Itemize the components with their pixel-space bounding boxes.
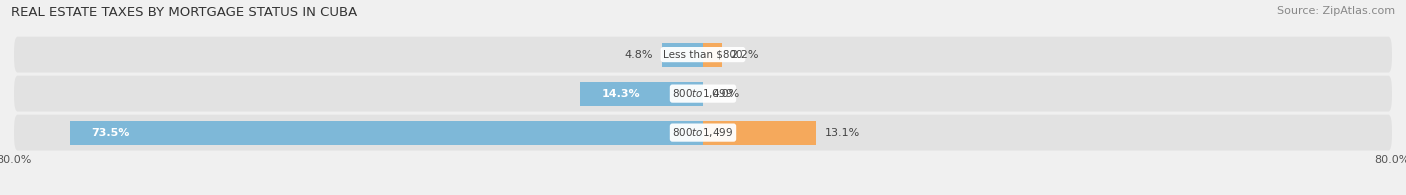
Text: $800 to $1,499: $800 to $1,499 — [672, 126, 734, 139]
FancyBboxPatch shape — [14, 115, 1392, 151]
Text: $800 to $1,499: $800 to $1,499 — [672, 87, 734, 100]
Text: 4.8%: 4.8% — [624, 50, 652, 60]
Text: 73.5%: 73.5% — [91, 128, 129, 138]
Bar — [703, 121, 815, 145]
Text: 0.0%: 0.0% — [711, 89, 740, 99]
Text: 14.3%: 14.3% — [602, 89, 640, 99]
Bar — [579, 82, 703, 106]
Text: 2.2%: 2.2% — [731, 50, 759, 60]
Bar — [703, 43, 721, 67]
Text: 13.1%: 13.1% — [824, 128, 859, 138]
Text: Less than $800: Less than $800 — [664, 50, 742, 60]
Bar — [70, 121, 703, 145]
Text: Source: ZipAtlas.com: Source: ZipAtlas.com — [1277, 6, 1395, 16]
FancyBboxPatch shape — [14, 76, 1392, 112]
FancyBboxPatch shape — [14, 37, 1392, 73]
Text: REAL ESTATE TAXES BY MORTGAGE STATUS IN CUBA: REAL ESTATE TAXES BY MORTGAGE STATUS IN … — [11, 6, 357, 19]
Bar — [662, 43, 703, 67]
